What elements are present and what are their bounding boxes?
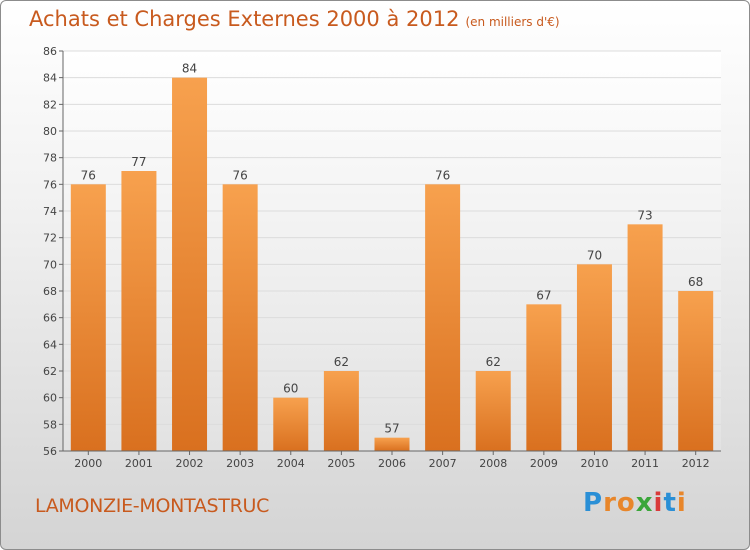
data-label-2003: 76 [233, 168, 248, 182]
y-tick-label: 86 [43, 45, 57, 58]
y-tick-label: 58 [43, 418, 57, 431]
x-tick-label-2011: 2011 [631, 457, 659, 470]
bar-2005 [323, 371, 359, 451]
bar-2006 [374, 437, 410, 451]
y-tick-label: 74 [43, 205, 57, 218]
bar-2002 [172, 77, 208, 452]
y-tick-label: 80 [43, 125, 57, 138]
y-tick-label: 82 [43, 98, 57, 111]
x-tick-label-2002: 2002 [176, 457, 204, 470]
chart-subtitle: (en milliers d'€) [465, 15, 560, 29]
y-tick-label: 66 [43, 312, 57, 325]
logo-letter: o [616, 488, 636, 518]
data-label-2011: 73 [637, 208, 652, 222]
data-label-2004: 60 [283, 382, 298, 396]
bar-2012 [678, 291, 714, 451]
bar-2010 [576, 264, 612, 451]
y-tick-label: 72 [43, 232, 57, 245]
x-tick-label-2007: 2007 [429, 457, 457, 470]
logo-letter: P [583, 488, 604, 518]
x-tick-label-2004: 2004 [277, 457, 305, 470]
chart-title: Achats et Charges Externes 2000 à 2012 (e… [29, 7, 560, 31]
bar-2000 [70, 184, 106, 452]
x-tick-label-2012: 2012 [682, 457, 710, 470]
bar-2004 [273, 397, 309, 451]
y-tick-label: 62 [43, 365, 57, 378]
data-label-2012: 68 [688, 275, 703, 289]
y-tick-label: 60 [43, 392, 57, 405]
data-label-2007: 76 [435, 168, 450, 182]
data-label-2001: 77 [131, 155, 146, 169]
x-tick-label-2001: 2001 [125, 457, 153, 470]
x-tick-label-2000: 2000 [74, 457, 102, 470]
data-label-2009: 67 [536, 288, 551, 302]
x-tick-label-2008: 2008 [479, 457, 507, 470]
logo-letter: i [653, 488, 664, 518]
y-tick-label: 84 [43, 72, 57, 85]
proxiti-logo: Proxiti [583, 488, 687, 518]
y-tick-label: 70 [43, 258, 57, 271]
x-tick-label-2010: 2010 [580, 457, 608, 470]
logo-letter: i [676, 488, 687, 518]
y-tick-label: 56 [43, 445, 57, 458]
bar-2003 [222, 184, 258, 452]
bar-2001 [121, 171, 157, 451]
data-label-2002: 84 [182, 62, 197, 76]
chart-title-text: Achats et Charges Externes 2000 à 2012 [29, 7, 460, 31]
y-tick-label: 76 [43, 178, 57, 191]
data-label-2010: 70 [587, 248, 602, 262]
x-tick-label-2003: 2003 [226, 457, 254, 470]
data-label-2006: 57 [384, 422, 399, 436]
data-label-2005: 62 [334, 355, 349, 369]
bar-2008 [475, 371, 511, 451]
y-tick-label: 78 [43, 152, 57, 165]
data-label-2000: 76 [81, 168, 96, 182]
bar-2009 [526, 304, 562, 451]
plot-area [63, 51, 721, 451]
x-tick-label-2005: 2005 [327, 457, 355, 470]
data-label-2008: 62 [486, 355, 501, 369]
y-tick-label: 64 [43, 338, 57, 351]
bar-2011 [627, 224, 663, 451]
x-tick-label-2009: 2009 [530, 457, 558, 470]
logo-letter: r [603, 488, 617, 518]
commune-name: LAMONZIE-MONTASTRUC [35, 495, 270, 517]
bar-2007 [425, 184, 461, 452]
y-tick-label: 68 [43, 285, 57, 298]
x-tick-label-2006: 2006 [378, 457, 406, 470]
logo-letter: t [663, 488, 677, 518]
logo-letter: x [635, 488, 654, 518]
